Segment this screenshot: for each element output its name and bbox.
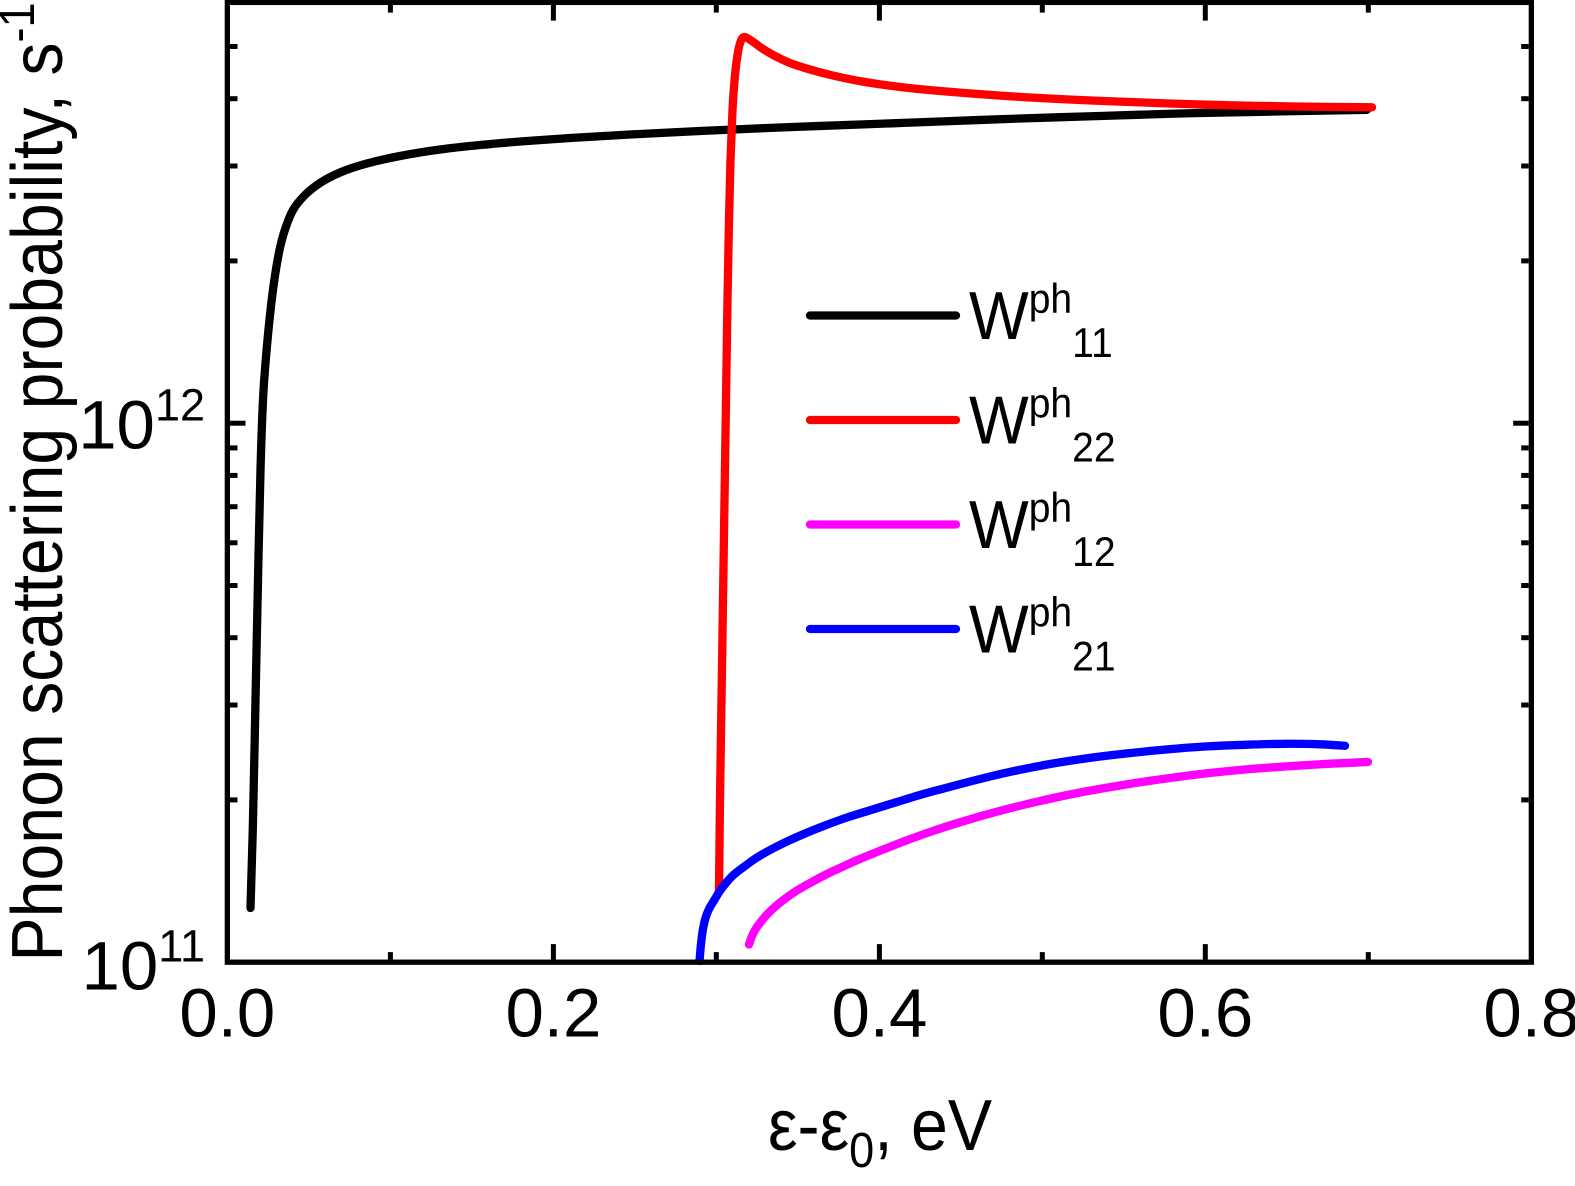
svg-text:0.8: 0.8	[1483, 975, 1575, 1052]
svg-text:1011: 1011	[82, 921, 205, 1005]
svg-text:ε-ε0, eV: ε-ε0, eV	[768, 1084, 992, 1177]
svg-text:1012: 1012	[78, 380, 205, 464]
svg-text:0.4: 0.4	[831, 975, 927, 1052]
svg-text:0.0: 0.0	[179, 975, 275, 1052]
svg-text:0.6: 0.6	[1157, 975, 1253, 1052]
svg-text:0.2: 0.2	[505, 975, 601, 1052]
svg-text:Phonon scattering probability,: Phonon scattering probability, s-1	[0, 2, 78, 961]
